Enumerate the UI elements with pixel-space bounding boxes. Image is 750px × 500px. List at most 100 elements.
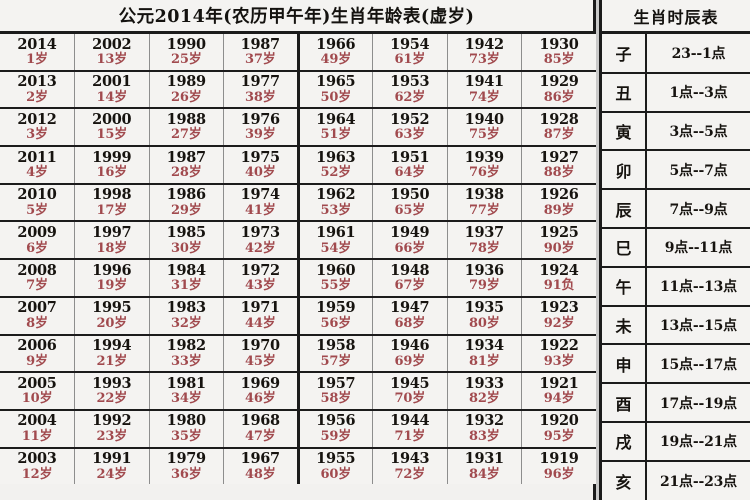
age-cell: 1954 61岁 xyxy=(372,34,448,72)
nominal-age: 84岁 xyxy=(469,466,500,482)
birth-year: 1952 xyxy=(390,110,430,128)
hour-range: 15点--17点 xyxy=(645,344,750,385)
nominal-age: 65岁 xyxy=(394,202,426,218)
age-cell: 1986 29岁 xyxy=(149,183,224,223)
hour-row: 午 11点--13点 xyxy=(600,266,750,307)
age-cell: 1953 62岁 xyxy=(372,70,448,110)
age-cell: 1935 80岁 xyxy=(447,296,522,336)
age-table-panel: 公元2014年(农历甲午年)生肖年龄表(虚岁) 2014 1岁 2002 13岁 199… xyxy=(0,0,596,500)
age-cell-inner: 1979 36岁 xyxy=(150,449,224,485)
age-cell-inner: 1920 95岁 xyxy=(522,411,596,447)
table-row: 2007 8岁 1995 20岁 1983 32岁 1971 44岁 1959 56岁 1947 68… xyxy=(0,296,596,336)
age-cell: 1970 45岁 xyxy=(223,334,300,374)
birth-year: 2011 xyxy=(17,148,57,166)
age-cell: 1952 63岁 xyxy=(372,108,448,148)
nominal-age: 95岁 xyxy=(543,428,575,444)
nominal-age: 52岁 xyxy=(320,165,352,181)
age-cell: 1972 43岁 xyxy=(223,259,300,298)
age-cell: 1984 31岁 xyxy=(149,259,224,298)
age-cell-inner: 1934 81岁 xyxy=(448,336,522,372)
age-cell-inner: 1933 82岁 xyxy=(448,373,522,409)
age-cell-inner: 1952 63岁 xyxy=(373,109,447,145)
earthly-branch: 巳 xyxy=(600,227,647,268)
age-cell-inner: 2006 9岁 xyxy=(0,336,74,372)
birth-year: 1998 xyxy=(92,186,132,204)
birth-year: 1943 xyxy=(390,450,430,468)
birth-year: 2008 xyxy=(17,261,57,279)
age-cell-inner: 1953 62岁 xyxy=(373,72,447,108)
hour-row: 丑 1点--3点 xyxy=(600,72,750,113)
birth-year: 1938 xyxy=(464,186,504,204)
birth-year: 1989 xyxy=(166,73,206,91)
age-cell-inner: 1945 70岁 xyxy=(373,373,447,409)
age-cell-inner: 1971 44岁 xyxy=(224,298,297,334)
birth-year: 2003 xyxy=(17,450,57,468)
age-cell: 1957 58岁 xyxy=(298,372,373,411)
earthly-branch: 未 xyxy=(600,305,647,346)
age-cell: 1966 49岁 xyxy=(298,34,373,72)
age-cell-inner: 1965 50岁 xyxy=(300,72,373,108)
age-cell: 1967 48岁 xyxy=(223,447,300,485)
birth-year: 1961 xyxy=(316,224,356,242)
nominal-age: 6岁 xyxy=(26,240,48,256)
nominal-age: 30岁 xyxy=(171,240,202,256)
age-cell-inner: 1930 85岁 xyxy=(522,34,596,70)
birth-year: 1965 xyxy=(316,73,356,91)
birth-year: 1988 xyxy=(166,110,206,128)
birth-year: 1933 xyxy=(464,374,504,392)
birth-year: 1987 xyxy=(166,148,206,166)
nominal-age: 96岁 xyxy=(543,466,575,482)
nominal-age: 90岁 xyxy=(543,240,575,256)
birth-year: 1930 xyxy=(539,35,579,53)
birth-year: 1954 xyxy=(390,35,430,53)
birth-year: 1967 xyxy=(240,450,280,468)
age-cell: 2009 6岁 xyxy=(0,221,75,261)
age-cell: 2010 5岁 xyxy=(0,183,75,223)
age-cell: 2007 8岁 xyxy=(0,296,75,336)
birth-year: 1982 xyxy=(166,337,206,355)
hour-row: 申 15点--17点 xyxy=(600,344,750,385)
age-cell-inner: 1994 21岁 xyxy=(75,336,149,372)
age-cell-inner: 1987 28岁 xyxy=(150,147,224,183)
age-cell-inner: 1984 31岁 xyxy=(150,260,224,296)
age-cell-inner: 1982 33岁 xyxy=(150,336,224,372)
nominal-age: 86岁 xyxy=(543,89,575,105)
age-cell: 1998 17岁 xyxy=(74,183,150,223)
nominal-age: 5岁 xyxy=(26,202,48,218)
nominal-age: 46岁 xyxy=(245,391,276,407)
birth-year: 2014 xyxy=(17,35,57,53)
hour-range: 3点--5点 xyxy=(645,111,750,152)
age-cell-inner: 2004 11岁 xyxy=(0,411,74,447)
age-cell-inner: 1957 58岁 xyxy=(300,373,373,409)
age-cell: 1961 54岁 xyxy=(298,221,373,261)
age-cell-inner: 1925 90岁 xyxy=(522,222,596,258)
hour-row: 巳 9点--11点 xyxy=(600,227,750,268)
age-cell-inner: 1929 86岁 xyxy=(522,72,596,108)
nominal-age: 8岁 xyxy=(26,315,48,331)
birth-year: 1922 xyxy=(539,337,579,355)
birth-year: 1947 xyxy=(390,299,430,317)
age-cell-inner: 2013 2岁 xyxy=(0,72,74,108)
age-cell-inner: 1986 29岁 xyxy=(150,185,224,221)
age-cell: 1924 91负 xyxy=(521,259,596,298)
age-cell: 1939 76岁 xyxy=(447,146,522,185)
nominal-age: 74岁 xyxy=(469,89,500,105)
nominal-age: 70岁 xyxy=(394,391,426,407)
age-cell-inner: 1993 22岁 xyxy=(75,373,149,409)
age-cell: 1947 68岁 xyxy=(372,296,448,336)
birth-year: 1957 xyxy=(316,374,356,392)
earthly-branch: 戌 xyxy=(600,421,647,462)
birth-year: 1924 xyxy=(539,261,579,279)
age-cell: 1973 42岁 xyxy=(223,221,300,261)
nominal-age: 94岁 xyxy=(543,391,575,407)
nominal-age: 4岁 xyxy=(26,165,48,181)
birth-year: 1946 xyxy=(390,337,430,355)
nominal-age: 53岁 xyxy=(320,202,352,218)
age-cell: 1938 77岁 xyxy=(447,183,522,223)
birth-year: 1942 xyxy=(464,35,504,53)
age-cell-inner: 1961 54岁 xyxy=(300,222,373,258)
age-cell: 1979 36岁 xyxy=(149,447,224,485)
birth-year: 1948 xyxy=(390,261,430,279)
age-cell: 2006 9岁 xyxy=(0,334,75,374)
hour-table-body: 子 23--1点丑 1点--3点寅 3点--5点卯 5点--7点辰 7点--9点巳 9点--… xyxy=(600,34,750,500)
